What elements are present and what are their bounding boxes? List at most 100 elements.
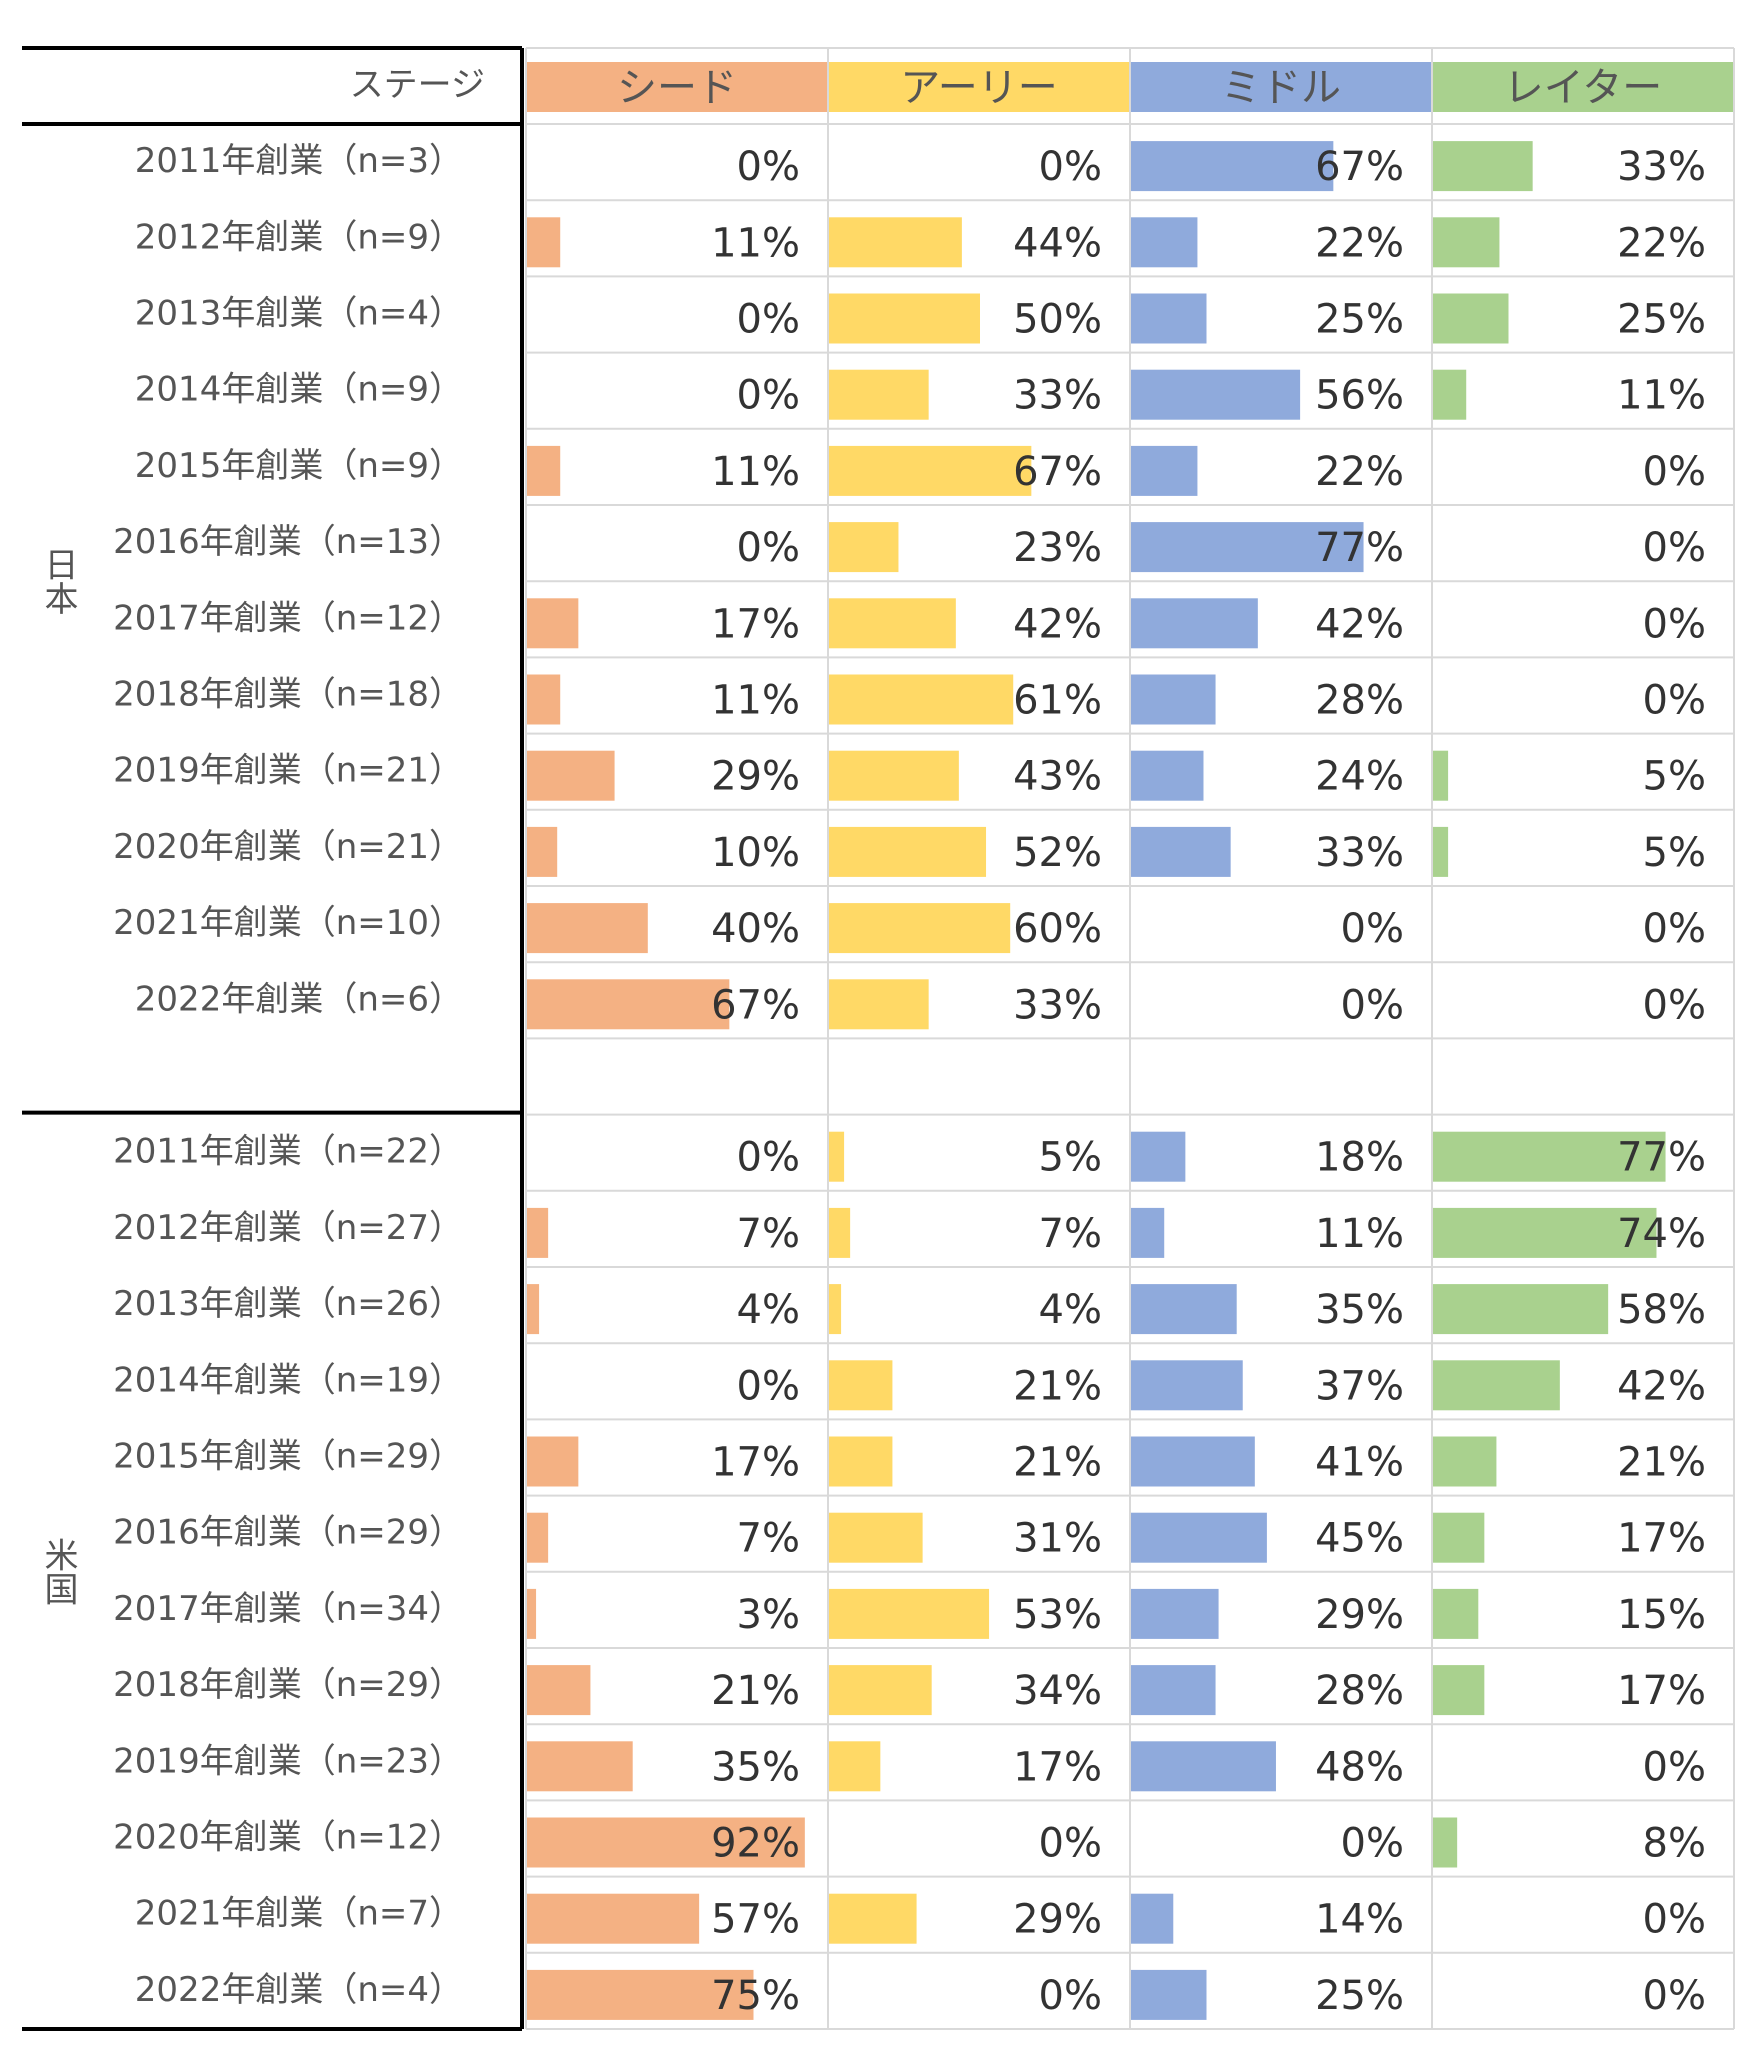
value-label: 77% (1315, 525, 1404, 571)
bar-ミドル-23 (1131, 1969, 1207, 2020)
row-label: 2015年創業（n=9） (135, 446, 463, 486)
value-label: 0% (737, 525, 800, 571)
row-label: 2019年創業（n=23） (113, 1741, 463, 1781)
value-label: 53% (1013, 1592, 1102, 1638)
bar-ミドル-16 (1131, 1436, 1255, 1487)
value-label: 0% (737, 1363, 800, 1409)
bar-アーリー-7 (829, 674, 1014, 725)
bar-レイター-12 (1433, 1131, 1666, 1182)
bar-ミドル-1 (1131, 217, 1198, 268)
value-label: 0% (737, 373, 800, 419)
row-label: 2016年創業（n=29） (113, 1513, 463, 1553)
bar-シード-13 (527, 1207, 549, 1258)
bar-シード-7 (527, 674, 561, 725)
bar-シード-14 (527, 1284, 540, 1335)
value-label: 21% (1013, 1363, 1102, 1409)
value-label: 29% (711, 754, 800, 800)
value-label: 33% (1013, 982, 1102, 1028)
row-label: 2014年創業（n=9） (135, 370, 463, 410)
stage-header-fill-0 (527, 62, 827, 112)
value-label: 7% (737, 1516, 800, 1562)
bar-アーリー-14 (829, 1284, 842, 1335)
row-label: 2020年創業（n=21） (113, 827, 463, 867)
stage-header-3: レイター (1504, 65, 1662, 111)
value-label: 77% (1617, 1135, 1706, 1181)
value-label: 0% (737, 297, 800, 343)
value-label: 17% (711, 601, 800, 647)
bar-ミドル-5 (1131, 522, 1364, 573)
value-label: 17% (1617, 1668, 1706, 1714)
row-label: 2013年創業（n=26） (113, 1284, 463, 1324)
stage-header-1: アーリー (900, 65, 1058, 111)
bar-シード-18 (527, 1588, 537, 1639)
value-label: 22% (1315, 449, 1404, 495)
bar-レイター-1 (1433, 217, 1500, 268)
bar-ミドル-12 (1131, 1131, 1186, 1182)
bar-シード-11 (527, 979, 730, 1030)
bar-アーリー-3 (829, 369, 929, 420)
bar-レイター-14 (1433, 1284, 1609, 1335)
bar-アーリー-1 (829, 217, 962, 268)
bars-layer (527, 141, 1666, 2020)
row-label: 2012年創業（n=27） (113, 1208, 463, 1248)
value-label: 42% (1617, 1363, 1706, 1409)
row-label: 2014年創業（n=19） (113, 1360, 463, 1400)
bar-ミドル-13 (1131, 1207, 1165, 1258)
value-label: 21% (1617, 1440, 1706, 1486)
value-label: 24% (1315, 754, 1404, 800)
value-label: 67% (711, 982, 800, 1028)
bar-シード-21 (527, 1817, 805, 1868)
stage-header-0: シード (617, 65, 737, 111)
bar-レイター-3 (1433, 369, 1467, 420)
value-label: 10% (711, 830, 800, 876)
stage-header-label: ステージ (350, 65, 485, 105)
value-label: 0% (1643, 1744, 1706, 1790)
value-label: 0% (737, 144, 800, 190)
value-label: 43% (1013, 754, 1102, 800)
value-label: 60% (1013, 906, 1102, 952)
bar-ミドル-15 (1131, 1360, 1243, 1411)
value-label: 28% (1315, 678, 1404, 724)
stage-header-fill-2 (1131, 62, 1431, 112)
value-label: 74% (1617, 1211, 1706, 1257)
bar-レイター-13 (1433, 1207, 1657, 1258)
value-label: 17% (1013, 1744, 1102, 1790)
row-label: 2022年創業（n=6） (135, 979, 463, 1019)
value-label: 5% (1643, 754, 1706, 800)
bar-シード-16 (527, 1436, 579, 1487)
stage-header-fill-1 (829, 62, 1129, 112)
bar-ミドル-7 (1131, 674, 1216, 725)
value-label: 18% (1315, 1135, 1404, 1181)
bar-アーリー-17 (829, 1512, 923, 1563)
value-label: 11% (711, 449, 800, 495)
value-label: 33% (1617, 144, 1706, 190)
value-label: 0% (1643, 1897, 1706, 1943)
row-label: 2018年創業（n=18） (113, 675, 463, 715)
bar-レイター-17 (1433, 1512, 1485, 1563)
value-label: 0% (1643, 449, 1706, 495)
value-label: 0% (1341, 906, 1404, 952)
bar-ミドル-22 (1131, 1893, 1174, 1944)
bar-ミドル-17 (1131, 1512, 1267, 1563)
bar-アーリー-18 (829, 1588, 990, 1639)
table-grid (22, 46, 1735, 2031)
bar-ミドル-8 (1131, 750, 1204, 801)
row-label: 2015年創業（n=29） (113, 1437, 463, 1477)
row-label: 2018年創業（n=29） (113, 1665, 463, 1705)
value-label: 29% (1013, 1897, 1102, 1943)
value-label: 0% (1341, 982, 1404, 1028)
value-label: 29% (1315, 1592, 1404, 1638)
value-label: 7% (737, 1211, 800, 1257)
bar-レイター-9 (1433, 826, 1449, 877)
bar-ミドル-9 (1131, 826, 1231, 877)
value-label: 33% (1013, 373, 1102, 419)
bar-シード-8 (527, 750, 615, 801)
value-label: 31% (1013, 1516, 1102, 1562)
value-label: 14% (1315, 1897, 1404, 1943)
bar-レイター-0 (1433, 141, 1533, 192)
bar-アーリー-22 (829, 1893, 917, 1944)
bar-ミドル-14 (1131, 1284, 1237, 1335)
bar-レイター-21 (1433, 1817, 1458, 1868)
value-label: 0% (737, 1135, 800, 1181)
